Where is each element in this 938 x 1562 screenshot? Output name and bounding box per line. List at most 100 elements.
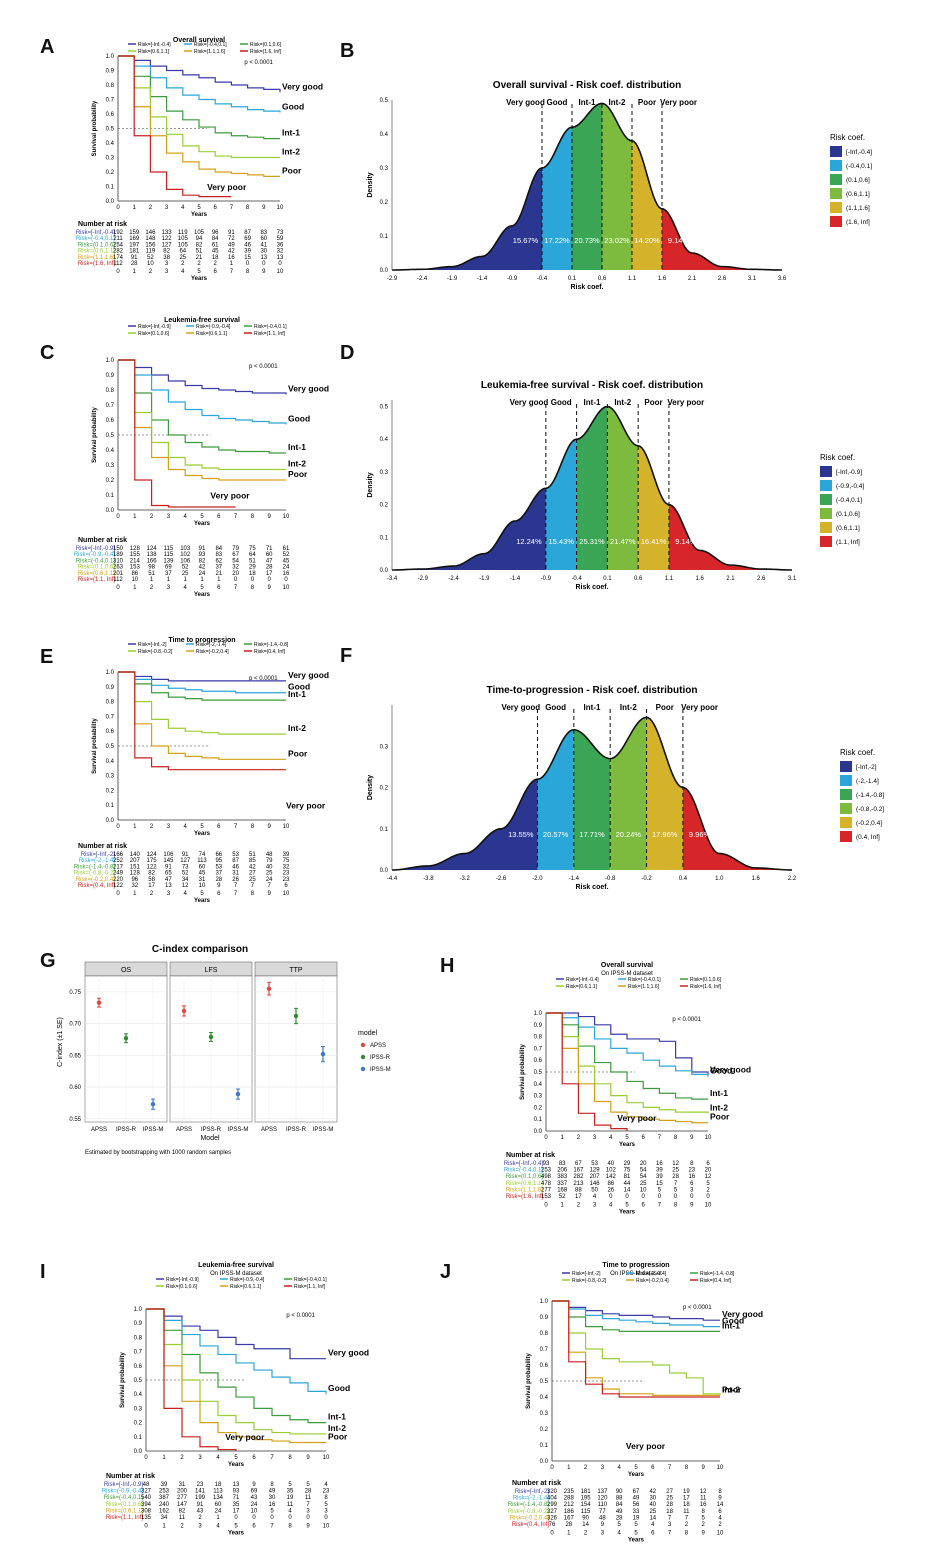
legend-label: Risk=(0.6,1.1]: [230, 1284, 262, 1290]
km-curve: [118, 55, 232, 198]
risk-value: 26: [232, 877, 239, 883]
x-tick-label: 8: [685, 1465, 689, 1471]
risk-value: 112: [113, 577, 123, 583]
km-curve: [552, 1300, 721, 1396]
group-label: Poor: [638, 98, 656, 107]
x-tick-label: 2.6: [757, 576, 766, 582]
risk-x-tick: 4: [216, 1524, 220, 1530]
legend-label: IPSS-M: [370, 1067, 391, 1073]
risk-value: 39: [656, 1168, 663, 1174]
risk-value: 91: [197, 1502, 204, 1508]
risk-value: 24: [251, 1502, 258, 1508]
risk-x-tick: 9: [268, 585, 272, 591]
x-tick-label: 4: [216, 1455, 220, 1461]
risk-value: 49: [269, 1489, 276, 1495]
risk-value: 75: [283, 858, 290, 864]
curve-label: Poor: [328, 1431, 348, 1441]
legend-point: [360, 1054, 366, 1060]
x-tick-label: 1.0: [715, 876, 724, 882]
x-tick-label: 3.1: [788, 576, 797, 582]
y-tick-label: 0.2: [134, 1421, 143, 1427]
density-segment: [545, 439, 577, 570]
risk-value: 67: [633, 1489, 640, 1495]
facet-label: LFS: [205, 967, 218, 974]
risk-value: 17: [233, 1508, 240, 1514]
risk-value: 7: [234, 883, 238, 889]
risk-row-label: Risk=[-Inf,-0.9]: [104, 1482, 144, 1488]
risk-value: 167: [564, 1515, 575, 1521]
risk-x-tick: 0: [116, 585, 120, 591]
risk-value: 37: [165, 571, 172, 577]
panel-F: F Time-to-progression - Risk coef. distri…: [340, 645, 900, 910]
risk-value: 138: [147, 552, 158, 558]
risk-value: 49: [616, 1509, 623, 1515]
risk-row-label: Risk=(0.6,1.1]: [506, 1181, 544, 1187]
y-tick-label: 0.1: [380, 234, 389, 240]
x-tick-label: 0: [116, 824, 120, 830]
km-curve: [552, 1300, 720, 1398]
legend-swatch: [840, 761, 852, 772]
km-title: Leukemia-free survival: [164, 317, 240, 324]
risk-value: 115: [164, 552, 174, 558]
risk-value: 74: [199, 852, 206, 858]
risk-value: 6: [284, 883, 288, 889]
p-value: p < 0.0001: [286, 1313, 315, 1319]
risk-value: 47: [165, 877, 172, 883]
risk-value: 10: [199, 883, 206, 889]
x-tick-label: -0.9: [507, 276, 518, 282]
risk-value: 5: [306, 1482, 310, 1488]
risk-value: 14: [717, 1502, 724, 1508]
risk-value: 288: [564, 1496, 575, 1502]
risk-x-tick: 2: [150, 585, 154, 591]
density-segment: [573, 729, 611, 870]
risk-value: 150: [113, 546, 124, 552]
risk-value: 5: [658, 1187, 662, 1193]
curve-label: Int-1: [288, 442, 306, 452]
risk-value: 9: [217, 883, 221, 889]
risk-value: 2: [197, 261, 201, 267]
x-axis-label: Years: [194, 831, 211, 837]
x-tick-label: -4.4: [387, 876, 398, 882]
x-axis-label: Model: [200, 1135, 220, 1142]
facet-label: OS: [121, 967, 131, 974]
y-tick-label: 0.4: [106, 448, 115, 454]
legend-label: Risk=(1.1, Inf]: [254, 331, 286, 337]
risk-value: 42: [649, 1489, 656, 1495]
panel-A: A Overall survival Risk=[-Inf,-0.4] Risk=(-…: [40, 30, 340, 295]
risk-value: 148: [145, 236, 156, 242]
risk-value: 17: [683, 1496, 690, 1502]
risk-value: 11: [287, 1502, 294, 1508]
risk-value: 162: [159, 1508, 170, 1514]
risk-value: 81: [624, 1174, 631, 1180]
risk-value: 44: [624, 1181, 631, 1187]
risk-value: 3: [324, 1508, 328, 1514]
risk-value: 39: [161, 1482, 168, 1488]
risk-value: 5: [634, 1522, 638, 1528]
km-curve: [118, 671, 286, 771]
risk-value: 54: [640, 1174, 647, 1180]
curve-label: Very good: [288, 670, 329, 680]
x-tick-label: 5: [625, 1135, 629, 1141]
risk-value: 72: [228, 236, 235, 242]
x-tick-label: 2: [150, 514, 154, 520]
risk-value: 88: [575, 1187, 582, 1193]
risk-value: 115: [164, 546, 174, 552]
legend-label: Risk=(-0.9,-0.4]: [230, 1277, 265, 1283]
x-tick-label: -3.8: [423, 876, 434, 882]
footnote: Estimated by bootstrapping with 1000 ran…: [85, 1150, 231, 1156]
y-tick-label: 0.3: [106, 156, 115, 162]
curve-label: Very poor: [225, 1432, 265, 1442]
risk-row-label: Risk=(-2,-1.4]: [79, 858, 116, 864]
risk-row-label: Risk=(-1.4,-0.8]: [508, 1502, 550, 1508]
risk-value: 112: [113, 261, 123, 267]
risk-value: 18: [215, 1482, 222, 1488]
risk-row-label: Risk=(-0.9,-0.4]: [102, 1489, 144, 1495]
risk-value: 133: [162, 230, 173, 236]
x-axis-label: Risk coef.: [570, 284, 603, 291]
y-tick-label: 0.6: [106, 418, 115, 424]
risk-value: 35: [287, 1489, 294, 1495]
risk-value: 383: [557, 1174, 568, 1180]
y-tick-label: 0.8: [134, 1335, 143, 1341]
risk-value: 87: [232, 858, 239, 864]
risk-value: 282: [113, 249, 124, 255]
